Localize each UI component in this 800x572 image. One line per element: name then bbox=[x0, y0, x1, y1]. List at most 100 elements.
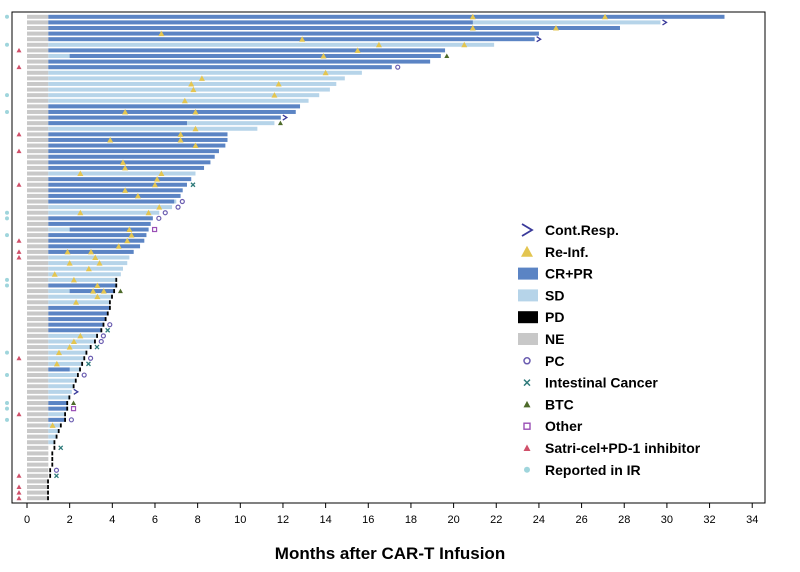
x-tick-label: 26 bbox=[575, 514, 587, 526]
btc-marker bbox=[277, 120, 283, 126]
reinf-marker bbox=[271, 92, 278, 98]
bar-ne bbox=[27, 317, 49, 322]
bar-ne bbox=[27, 361, 49, 366]
bar-sd bbox=[48, 440, 55, 445]
bar-cr-pr bbox=[48, 177, 192, 182]
reported-ir-dot bbox=[5, 233, 9, 238]
bar-ne bbox=[27, 132, 49, 137]
bar-sd bbox=[48, 361, 83, 366]
bar-cr-pr bbox=[48, 305, 111, 310]
bar-ne bbox=[27, 14, 49, 19]
bar-ne bbox=[27, 311, 49, 316]
bar-ne bbox=[27, 412, 49, 417]
bar-pd bbox=[66, 406, 69, 411]
bar-ne bbox=[27, 42, 49, 47]
bar-pd bbox=[96, 333, 98, 338]
bar-cr-pr bbox=[48, 20, 473, 25]
satri-marker bbox=[16, 148, 22, 154]
bar-sd bbox=[48, 384, 74, 389]
reinf-marker bbox=[177, 136, 184, 143]
bar-pd bbox=[106, 311, 109, 316]
bar-sd bbox=[48, 395, 70, 400]
bar-cr-pr bbox=[48, 31, 539, 36]
satri-marker bbox=[16, 238, 22, 243]
reinf-marker bbox=[77, 332, 84, 339]
bar-ne bbox=[27, 98, 49, 103]
bar-ne bbox=[27, 193, 49, 198]
bar-cr-pr bbox=[48, 233, 147, 238]
bar-ne bbox=[27, 104, 49, 109]
bar-cr-pr bbox=[48, 417, 66, 422]
bar-cr-pr bbox=[48, 199, 175, 204]
reported-ir-dot bbox=[5, 401, 9, 406]
reported-ir-dot bbox=[5, 14, 9, 19]
pc-marker bbox=[395, 64, 401, 70]
legend-label: Other bbox=[545, 418, 583, 434]
reinf-marker bbox=[92, 254, 99, 260]
pc-marker bbox=[162, 210, 168, 216]
bar-ne bbox=[27, 305, 49, 310]
bar-ne bbox=[27, 378, 49, 383]
cont-resp-marker bbox=[536, 36, 542, 43]
bar-pd bbox=[108, 300, 111, 305]
bar-pd bbox=[72, 384, 75, 389]
intestinal-marker bbox=[54, 473, 59, 479]
legend-label: NE bbox=[545, 331, 564, 347]
bar-sd bbox=[48, 350, 87, 355]
reinf-marker bbox=[77, 209, 84, 216]
btc-marker bbox=[444, 53, 450, 58]
bar-cr-pr bbox=[48, 104, 301, 109]
intestinal-marker bbox=[190, 182, 196, 188]
reinf-marker bbox=[77, 170, 84, 177]
satri-marker bbox=[16, 355, 22, 361]
bar-ne bbox=[27, 121, 49, 126]
bar-sd bbox=[48, 373, 79, 378]
bar-cr-pr bbox=[48, 48, 446, 53]
x-tick-label: 16 bbox=[362, 514, 374, 526]
legend-ne-swatch bbox=[518, 333, 538, 345]
bar-sd bbox=[48, 356, 85, 361]
bar-ne bbox=[27, 496, 49, 501]
legend-label: Reported in IR bbox=[545, 462, 641, 478]
bar-ne bbox=[27, 210, 49, 215]
cont-resp-marker bbox=[662, 19, 668, 26]
bar-cr-pr bbox=[48, 137, 228, 142]
bar-ne bbox=[27, 345, 49, 350]
bar-cr-pr bbox=[48, 143, 226, 148]
reinf-marker bbox=[122, 187, 129, 193]
reinf-marker bbox=[122, 164, 129, 171]
bar-pd bbox=[113, 289, 116, 294]
legend-pc-icon bbox=[523, 357, 531, 365]
bar-cr-pr bbox=[48, 109, 296, 114]
bar-ne bbox=[27, 165, 49, 170]
bar-cr-pr bbox=[48, 221, 151, 226]
bar-pd bbox=[89, 345, 92, 350]
pc-marker bbox=[100, 333, 106, 339]
legend: Cont.Resp. Re-Inf. CR+PR SD PD NE PC Intestinal… bbox=[518, 222, 701, 478]
bar-ne bbox=[27, 350, 49, 355]
reinf-marker bbox=[151, 181, 158, 188]
bar-sd bbox=[48, 210, 160, 215]
bar-pd bbox=[115, 277, 118, 282]
x-axis-title: Months after CAR-T Infusion bbox=[275, 544, 505, 563]
bar-pd bbox=[47, 496, 49, 501]
bar-pd bbox=[64, 417, 66, 422]
reported-ir-dot bbox=[5, 216, 9, 221]
bar-ne bbox=[27, 389, 49, 394]
bar-ne bbox=[27, 53, 49, 58]
bar-ne bbox=[27, 429, 49, 434]
bar-cr-pr bbox=[48, 367, 70, 372]
bar-pd bbox=[51, 462, 54, 467]
bar-sd bbox=[48, 126, 258, 131]
bar-pd bbox=[115, 283, 118, 288]
bar-cr-pr bbox=[69, 53, 441, 58]
bar-sd bbox=[48, 300, 111, 305]
reinf-marker bbox=[602, 13, 609, 20]
bar-cr-pr bbox=[48, 14, 725, 19]
bar-ne bbox=[27, 485, 49, 490]
reinf-marker bbox=[322, 69, 329, 76]
bar-ne bbox=[27, 137, 49, 142]
reinf-marker bbox=[124, 237, 131, 244]
bar-cr-pr bbox=[48, 65, 392, 70]
satri-marker bbox=[16, 47, 22, 53]
